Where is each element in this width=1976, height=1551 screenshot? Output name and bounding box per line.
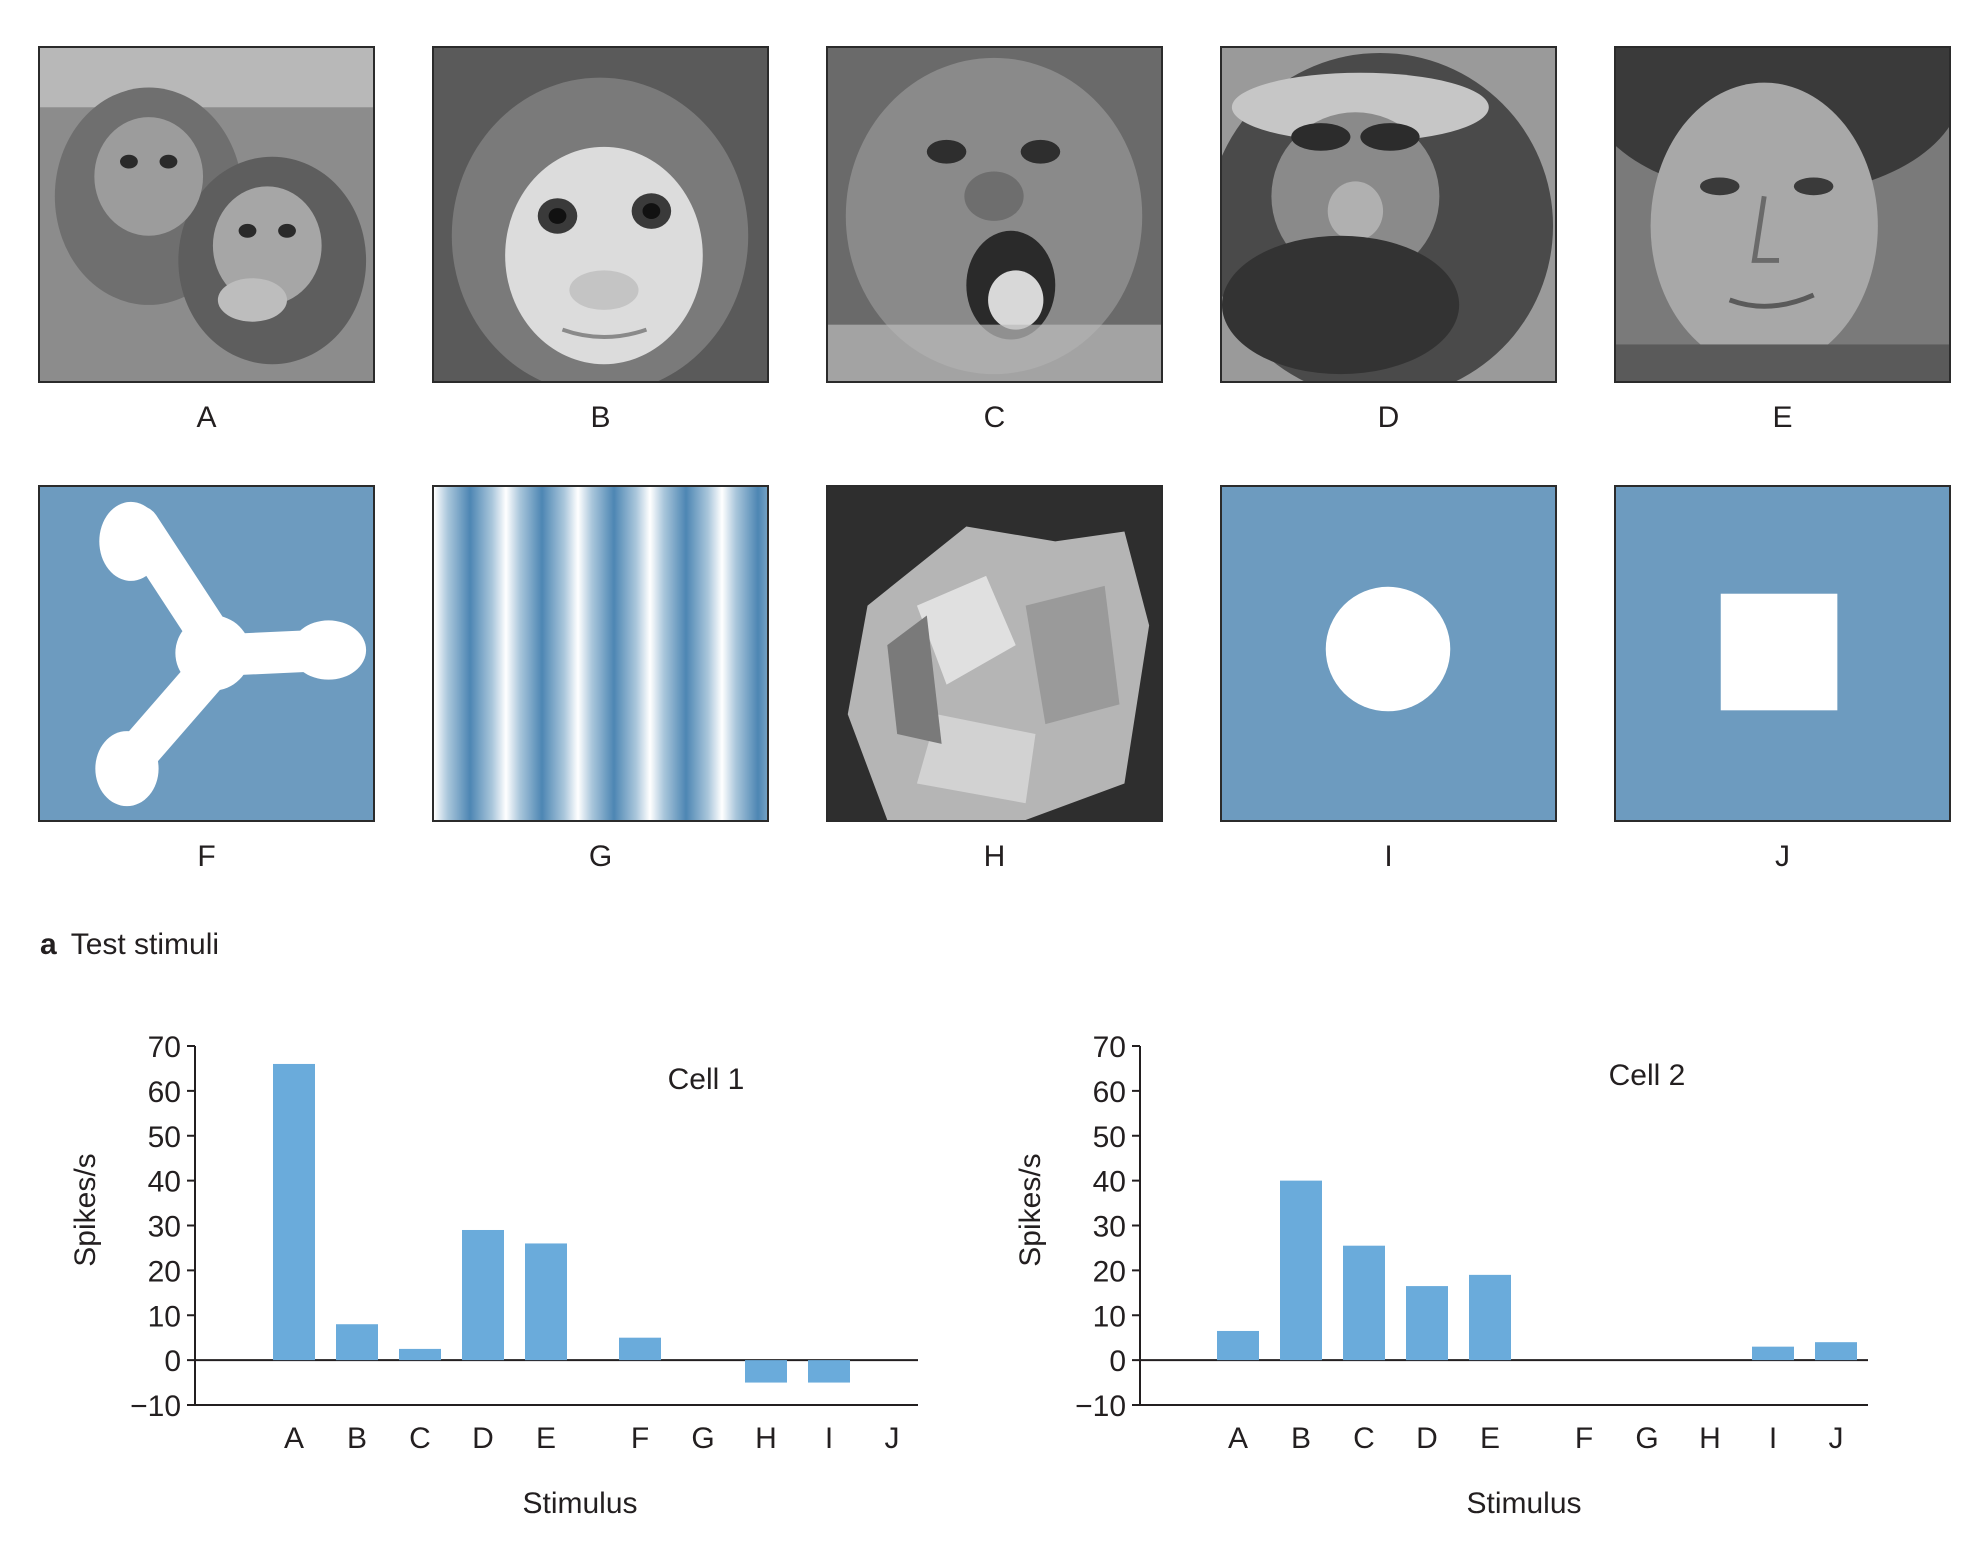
y-tick-label: 50 xyxy=(1093,1121,1126,1154)
stimulus-b-label: B xyxy=(590,401,611,434)
bar-h xyxy=(745,1360,787,1383)
bar-i xyxy=(1752,1346,1794,1361)
bar-d xyxy=(462,1229,504,1361)
stimulus-c-image xyxy=(826,46,1163,383)
y-tick-label: 40 xyxy=(148,1166,181,1199)
stimulus-d-image xyxy=(1220,46,1557,383)
x-tick-label: H xyxy=(755,1422,777,1455)
stimulus-c-label: C xyxy=(983,401,1006,434)
y-tick-label: 40 xyxy=(1093,1166,1126,1199)
section-title: Test stimuli xyxy=(70,928,220,961)
bar-b xyxy=(336,1324,378,1361)
y-tick-label: 30 xyxy=(1093,1211,1126,1244)
stimulus-g-image xyxy=(432,485,769,822)
stimulus-h-image xyxy=(826,485,1163,822)
x-tick-label: D xyxy=(472,1422,494,1455)
y-tick-label: 0 xyxy=(1109,1345,1126,1378)
x-tick-label: I xyxy=(825,1422,833,1455)
x-axis-label: Stimulus xyxy=(522,1487,637,1520)
chart-title: Cell 2 xyxy=(1609,1059,1686,1092)
bar-f xyxy=(619,1337,661,1361)
y-tick-label: −10 xyxy=(130,1390,181,1423)
y-tick-label: 70 xyxy=(148,1031,181,1064)
stimulus-d-label: D xyxy=(1377,401,1400,434)
x-tick-label: C xyxy=(1353,1422,1375,1455)
y-axis-label: Spikes/s xyxy=(1014,1153,1047,1266)
stimulus-i-image xyxy=(1220,485,1557,822)
bar-e xyxy=(525,1243,567,1361)
cell-2-chart: 70 60 50 40 30 20 10 0 −10 A B C D E F G H I J Cell 2 Stimul… xyxy=(940,1010,1976,1546)
x-tick-label: B xyxy=(347,1422,367,1455)
y-tick-label: 60 xyxy=(1093,1076,1126,1109)
x-tick-label: D xyxy=(1416,1422,1438,1455)
section-caption: a Test stimuli xyxy=(40,928,219,962)
stimulus-j-label: J xyxy=(1775,840,1790,873)
bar-d xyxy=(1406,1286,1448,1361)
x-tick-label: A xyxy=(1228,1422,1248,1455)
y-tick-label: 20 xyxy=(1093,1255,1126,1288)
x-tick-label: F xyxy=(631,1422,649,1455)
stimulus-a-image xyxy=(38,46,375,383)
x-tick-label: A xyxy=(284,1422,304,1455)
y-tick-label: 30 xyxy=(148,1211,181,1244)
stimulus-f-label: F xyxy=(197,840,216,873)
y-tick-label: 10 xyxy=(148,1300,181,1333)
x-tick-label: H xyxy=(1699,1422,1721,1455)
stimulus-e-image xyxy=(1614,46,1951,383)
y-tick-label: 10 xyxy=(1093,1300,1126,1333)
y-tick-label: 60 xyxy=(148,1076,181,1109)
x-tick-label: J xyxy=(1829,1422,1844,1455)
stimulus-e-label: E xyxy=(1772,401,1793,434)
bar-a xyxy=(1217,1330,1259,1361)
x-tick-label: E xyxy=(1480,1422,1500,1455)
bar-c xyxy=(399,1348,441,1361)
y-tick-label: 70 xyxy=(1093,1031,1126,1064)
stimulus-f-image xyxy=(38,485,375,822)
bar-c xyxy=(1343,1245,1385,1361)
x-tick-label: G xyxy=(1635,1422,1658,1455)
y-tick-label: 20 xyxy=(148,1255,181,1288)
x-tick-label: E xyxy=(536,1422,556,1455)
x-tick-label: I xyxy=(1769,1422,1777,1455)
stimulus-i-label: I xyxy=(1384,840,1393,873)
bar-i xyxy=(808,1360,850,1383)
x-tick-label: B xyxy=(1291,1422,1311,1455)
stimulus-h-label: H xyxy=(983,840,1006,873)
x-tick-label: G xyxy=(691,1422,714,1455)
bar-e xyxy=(1469,1274,1511,1361)
x-tick-label: J xyxy=(885,1422,900,1455)
cell-1-chart: 70 60 50 40 30 20 10 0 −10 A B C D E F G H I J Cell 1 Stimul… xyxy=(0,1010,988,1546)
chart-title: Cell 1 xyxy=(668,1063,745,1096)
x-axis-label: Stimulus xyxy=(1466,1487,1581,1520)
y-tick-label: 50 xyxy=(148,1121,181,1154)
bar-a xyxy=(273,1063,315,1361)
section-letter: a xyxy=(40,928,57,961)
stimulus-a-label: A xyxy=(196,401,217,434)
stimulus-j-image xyxy=(1614,485,1951,822)
stimulus-b-image xyxy=(432,46,769,383)
y-axis-label: Spikes/s xyxy=(69,1153,102,1266)
x-tick-label: C xyxy=(409,1422,431,1455)
bar-j xyxy=(1815,1342,1857,1361)
bar-b xyxy=(1280,1180,1322,1361)
x-tick-label: F xyxy=(1575,1422,1593,1455)
stimulus-g-label: G xyxy=(588,840,613,873)
y-tick-label: 0 xyxy=(164,1345,181,1378)
y-tick-label: −10 xyxy=(1075,1390,1126,1423)
